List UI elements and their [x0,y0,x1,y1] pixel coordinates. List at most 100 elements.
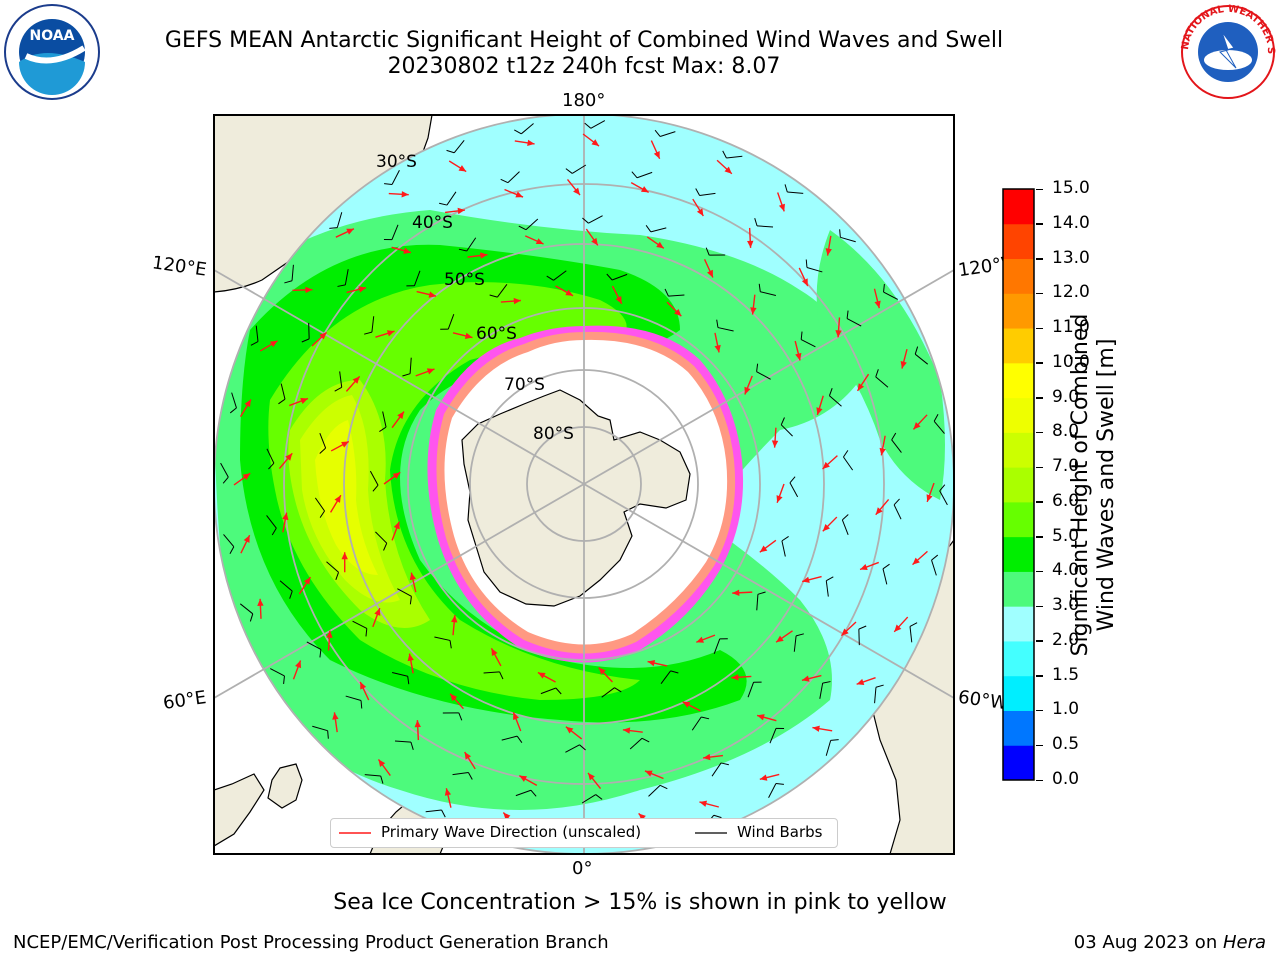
wave-arrow [239,399,252,418]
wind-barb [319,433,327,454]
wind-barb [229,392,237,414]
colorbar-segment [1003,745,1034,781]
wind-barb [266,515,277,536]
lat-label-50s: 50°S [444,270,485,290]
nws-logo-icon: NATIONAL WEATHER SERVICE [1178,2,1276,99]
wind-barb [301,322,310,343]
colorbar-tick-label: 4.0 [1052,560,1080,581]
wind-barb [875,369,889,388]
colorbar-tick-mark [1036,327,1043,330]
wind-barb [756,591,766,611]
colorbar-segment [1003,328,1034,364]
wind-barb [705,247,726,256]
wind-barb [664,288,685,297]
land-madagascar [267,763,303,809]
colorbar-segment [1003,571,1034,607]
wind-barb [716,319,734,332]
wave-arrow [682,701,701,712]
wave-arrow [775,630,793,643]
wind-barbs [220,120,948,848]
colorbar-tick-label: 15.0 [1052,178,1090,198]
colorbar-tick-mark [1036,362,1043,364]
colorbar-tick-label: 14.0 [1052,212,1090,233]
wave-arrow [452,332,473,340]
wind-barb [278,383,286,405]
colorbar-tick-mark [1036,258,1043,260]
wave-arrow [346,286,367,294]
wind-barb [939,484,948,506]
wave-arrow [451,615,458,636]
sea-ice-caption: Sea Ice Concentration > 15% is shown in … [333,890,947,915]
wave-arrow [329,494,342,513]
wind-barb [756,363,771,380]
colorbar-tick-mark [1036,536,1043,538]
wind-barb [334,371,343,392]
wind-barb [452,772,473,780]
colorbar-segment [1003,467,1034,503]
wave-arrow [611,285,623,305]
colorbar-segment [1003,536,1034,572]
wave-arrow [777,192,785,212]
wind-barb [250,325,259,346]
graticule [214,115,954,854]
wave-arrow [359,681,370,701]
colorbar-tick-label: 5.0 [1052,525,1080,546]
wind-barb [500,171,520,184]
wave-arrow [391,521,400,541]
wave-arrow [822,455,838,470]
wind-barb [584,120,606,129]
lat-label-30s: 30°S [376,152,417,172]
colorbar-segment [1003,223,1034,260]
colorbar-tick-mark [1036,223,1043,225]
wind-barb [406,270,421,287]
wave-arrow [555,285,574,297]
wind-barb [711,762,729,777]
wind-barb [780,417,793,437]
wave-arrow [292,660,302,680]
wave-arrow [756,714,777,722]
colorbar-tick-label: 0.0 [1052,769,1080,789]
colorbar-segment [1003,432,1034,468]
wind-barb [364,316,375,335]
lon-label-0: 0° [572,858,593,879]
wind-barb [442,712,463,721]
wave-arrow [856,373,870,392]
wave-arrow [388,191,409,198]
wind-barb [789,476,799,498]
wind-barb [695,188,716,196]
wave-arrow [345,375,361,392]
wind-barb [606,273,628,281]
colorbar-segment [1003,606,1034,642]
wind-barb [397,588,412,605]
wave-arrow [490,647,502,667]
wind-barb [713,638,728,655]
wind-barb [279,580,293,599]
wave-arrow [771,427,779,448]
colorbar-segment [1003,397,1034,433]
wave-arrow [298,576,312,595]
lon-label-120e: 120°E [150,252,208,281]
wave-arrow [326,630,333,651]
wave-arrow [835,317,842,338]
wave-arrow [825,235,832,256]
colorbar-tick-mark [1036,292,1043,295]
colorbar-tick-mark [1036,397,1043,399]
wave-arrow [289,397,309,407]
wave-arrow [893,616,909,633]
wave-arrow [840,621,857,637]
colorbar-tick-mark [1036,640,1043,642]
wind-barb [846,310,862,327]
footer-machine: Hera [1222,932,1266,953]
wave-arrow [912,550,928,566]
map [213,114,955,855]
wave-arrow [750,294,757,315]
wave-arrow [873,288,881,309]
wind-barb [601,687,622,698]
wave-arrow [875,498,890,516]
legend-wave-line-icon [339,832,371,834]
wave-arrow [449,693,464,710]
wind-barb [722,150,743,159]
colorbar-tick-label: 2.0 [1052,629,1080,650]
land-southern-africa [214,773,265,847]
wave-arrow [257,598,264,619]
